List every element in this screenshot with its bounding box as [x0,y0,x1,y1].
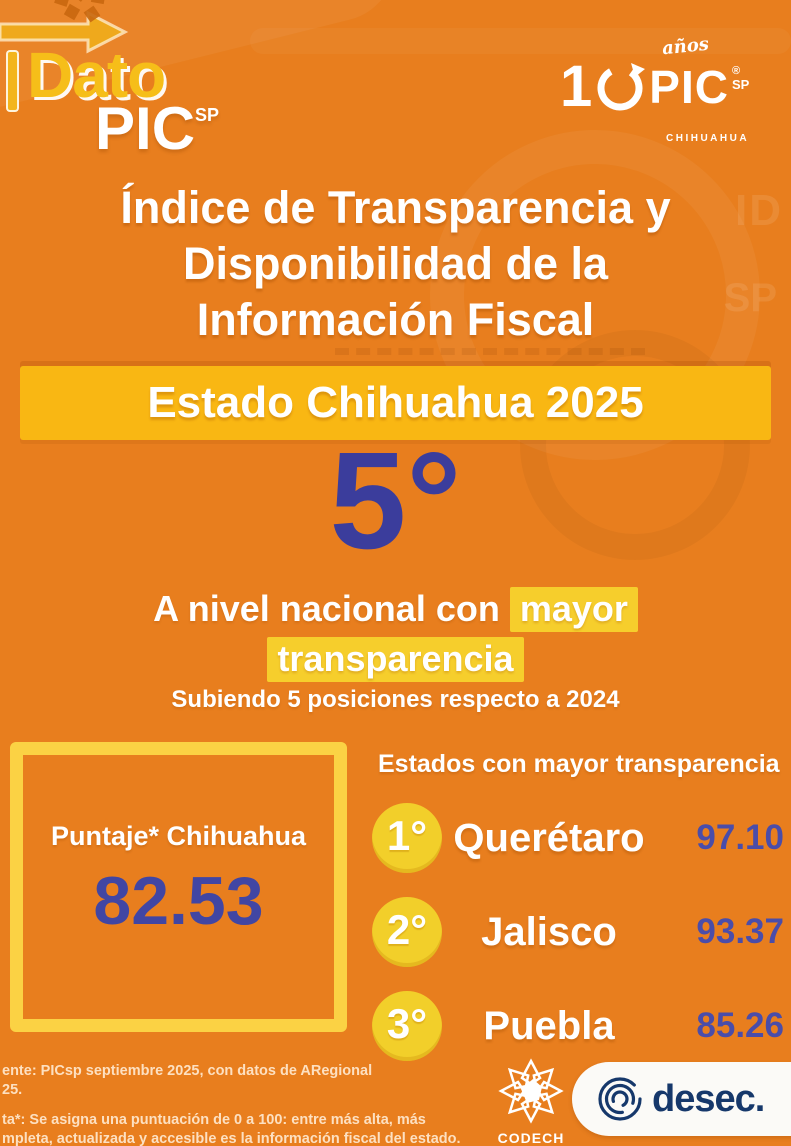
pic-10-anos-logo: años 1 PIC ® SP CHIHUAHUA [560,34,775,144]
anniversary-pic-text: PIC [649,61,729,113]
score-box-label: Puntaje* Chihuahua [50,820,307,851]
title-line-2: Disponibilidad de la [182,238,609,289]
registered-mark: ® [731,64,741,77]
footer-notes: ente: PICsp septiembre 2025, con datos d… [2,1062,472,1146]
subtitle-highlight-transparencia: transparencia [267,637,524,682]
state-name-2: Jalisco [481,909,617,954]
rank-subtitle: A nivel nacional con mayor transparencia [0,584,791,684]
subtitle-highlight-mayor: mayor [509,587,638,632]
source-note-line-2: 25. [2,1082,23,1098]
anniversary-location-text: CHIHUAHUA [666,133,750,144]
trend-text: Subiendo 5 posiciones respecto a 2024 [171,686,620,713]
method-note-line-2: mpleta, actualizada y accesible es la in… [2,1131,461,1146]
brand-dato-text: Dato [27,39,166,111]
method-note-line-1: ta*: Se asigna una puntuación de 0 a 100… [2,1112,426,1128]
subtitle-pre-text: A nivel nacional con [153,588,500,629]
title-line-1: Índice de Transparencia y [120,182,671,233]
state-year-banner: Estado Chihuahua 2025 [20,366,771,440]
ranking-row-3: 3° Puebla 85.26 [372,991,784,1061]
desec-spiral-icon [598,1077,642,1121]
title-line-3: Información Fiscal [196,294,595,345]
chihuahua-score-box: Puntaje* Chihuahua 82.53 [10,742,347,1032]
state-score-1: 97.10 [696,818,784,857]
source-note-line-1: ente: PICsp septiembre 2025, con datos d… [2,1063,373,1079]
state-score-3: 85.26 [696,1006,784,1045]
zero-ring-arrow-icon [597,63,646,111]
state-year-banner-text: Estado Chihuahua 2025 [147,378,644,427]
dato-pic-logo: Dato PICSP [0,0,280,175]
gear-icon [54,0,106,23]
codech-logo: CODECH [488,1058,574,1146]
desec-label: desec. [652,1077,765,1120]
ranking-row-2: 2° Jalisco 93.37 [372,897,784,967]
brand-pic-text: PICSP [95,95,220,162]
state-score-2: 93.37 [696,912,784,951]
brand-sp-superscript: SP [195,105,220,125]
chihuahua-score-value: 82.53 [93,862,264,939]
page-title: Índice de Transparencia y Disponibilidad… [0,180,791,348]
national-rank-number: 5° [329,424,462,578]
desec-logo-pill: desec. [572,1062,791,1136]
position-badge-3: 3° [372,991,442,1061]
codech-star-icon [499,1058,563,1123]
codech-label: CODECH [497,1130,565,1146]
top-states-ranking: Estados con mayor transparencia 1° Queré… [372,750,784,1061]
ranking-row-1: 1° Querétaro 97.10 [372,803,784,873]
arrow-icon [0,10,129,54]
anos-script-text: años [661,33,710,60]
exclamation-bar-icon [6,50,19,112]
position-badge-2: 2° [372,897,442,967]
watermark-dashes [335,348,645,355]
ranking-heading: Estados con mayor transparencia [378,750,780,778]
state-name-3: Puebla [483,1003,615,1048]
state-name-1: Querétaro [453,815,645,860]
position-badge-1: 1° [372,803,442,873]
anniversary-sp-text: SP [731,76,750,92]
anniversary-number: 1 [560,54,593,119]
